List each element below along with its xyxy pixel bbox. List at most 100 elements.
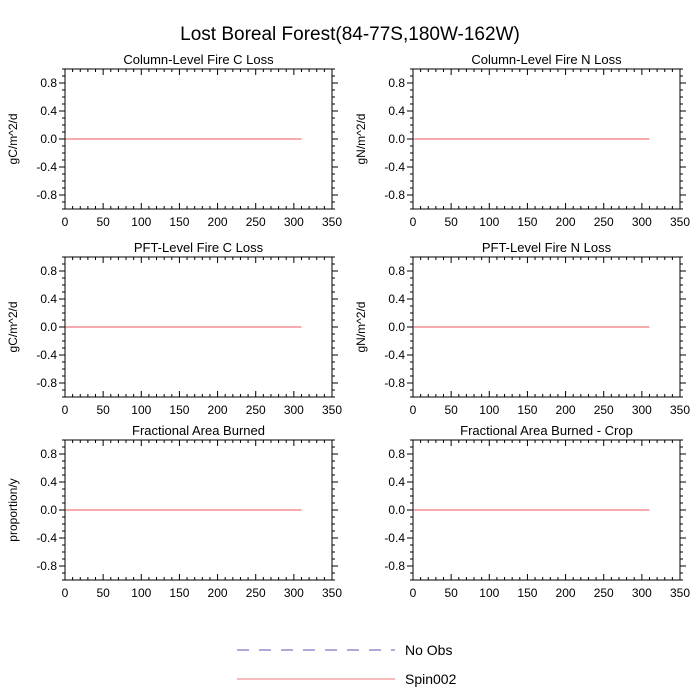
y-tick-label: 0.0 [388, 503, 405, 517]
x-tick-label: 100 [479, 586, 499, 600]
panel-2: Column-Level Fire N Loss 0 50 100 150 200 250 3… [354, 52, 690, 229]
x-tick-label: 0 [410, 586, 417, 600]
x-tick-label: 200 [208, 403, 228, 417]
y-tick-label: -0.4 [36, 348, 57, 362]
x-tick-label: 200 [556, 586, 576, 600]
y-tick-label: -0.4 [384, 160, 405, 174]
y-axis-label: gC/m^2/d [6, 114, 20, 165]
y-tick-label: -0.8 [36, 376, 57, 390]
panel-title: Column-Level Fire C Loss [123, 52, 274, 67]
y-tick-label: 0.0 [40, 132, 57, 146]
y-tick-label: 0.4 [40, 475, 57, 489]
x-tick-label: 50 [444, 586, 458, 600]
panel-title: PFT-Level Fire C Loss [134, 240, 264, 255]
panel-1: Column-Level Fire C Loss 0 50 100 150 200 250 3… [6, 52, 342, 229]
panel-5: Fractional Area Burned 0 50 100 150 200 250 300… [6, 423, 342, 600]
panel-title: Column-Level Fire N Loss [471, 52, 622, 67]
x-tick-label: 300 [632, 215, 652, 229]
panel-title: PFT-Level Fire N Loss [482, 240, 612, 255]
x-tick-label: 50 [444, 215, 458, 229]
x-tick-label: 300 [632, 586, 652, 600]
y-tick-label: -0.4 [384, 531, 405, 545]
x-tick-label: 200 [208, 215, 228, 229]
x-tick-label: 200 [208, 586, 228, 600]
y-axis-label: gN/m^2/d [354, 114, 368, 165]
x-tick-label: 300 [284, 586, 304, 600]
y-tick-label: 0.8 [388, 76, 405, 90]
x-tick-label: 350 [670, 215, 690, 229]
x-tick-label: 0 [62, 403, 69, 417]
x-tick-label: 350 [322, 586, 342, 600]
y-tick-label: 0.4 [40, 292, 57, 306]
y-tick-label: -0.4 [36, 531, 57, 545]
x-tick-label: 350 [670, 586, 690, 600]
x-tick-label: 0 [410, 403, 417, 417]
y-tick-label: 0.0 [388, 132, 405, 146]
legend-label: No Obs [405, 642, 452, 658]
y-tick-label: 0.8 [40, 76, 57, 90]
y-axis-label: gC/m^2/d [6, 302, 20, 353]
x-tick-label: 250 [246, 215, 266, 229]
panels: Column-Level Fire C Loss 0 50 100 150 200 250 3… [6, 52, 690, 600]
y-tick-label: 0.4 [388, 475, 405, 489]
panel-title: Fractional Area Burned [132, 423, 265, 438]
x-tick-label: 250 [594, 215, 614, 229]
y-tick-label: -0.8 [36, 559, 57, 573]
x-tick-label: 350 [322, 215, 342, 229]
y-tick-label: 0.8 [388, 447, 405, 461]
y-tick-label: 0.4 [40, 104, 57, 118]
x-tick-label: 50 [96, 586, 110, 600]
legend-label: Spin002 [405, 671, 457, 687]
y-tick-label: -0.8 [384, 188, 405, 202]
x-tick-label: 150 [517, 586, 537, 600]
x-tick-label: 200 [556, 215, 576, 229]
x-tick-label: 150 [517, 403, 537, 417]
x-tick-label: 100 [131, 403, 151, 417]
x-tick-label: 350 [322, 403, 342, 417]
x-tick-label: 100 [479, 403, 499, 417]
x-tick-label: 0 [410, 215, 417, 229]
x-tick-label: 150 [169, 215, 189, 229]
figure-title: Lost Boreal Forest(84-77S,180W-162W) [180, 24, 520, 45]
y-tick-label: -0.4 [36, 160, 57, 174]
panel-4: PFT-Level Fire N Loss 0 50 100 150 200 250 300 3… [354, 240, 690, 417]
y-tick-label: -0.8 [36, 188, 57, 202]
x-tick-label: 50 [444, 403, 458, 417]
x-tick-label: 250 [594, 403, 614, 417]
x-tick-label: 300 [284, 403, 304, 417]
y-axis-label: gN/m^2/d [354, 302, 368, 353]
y-tick-label: 0.8 [40, 447, 57, 461]
y-tick-label: -0.8 [384, 376, 405, 390]
x-tick-label: 250 [246, 403, 266, 417]
y-tick-label: 0.4 [388, 292, 405, 306]
x-tick-label: 0 [62, 586, 69, 600]
panel-title: Fractional Area Burned - Crop [460, 423, 633, 438]
x-tick-label: 300 [284, 215, 304, 229]
x-tick-label: 50 [96, 403, 110, 417]
x-tick-label: 350 [670, 403, 690, 417]
x-tick-label: 250 [246, 586, 266, 600]
x-tick-label: 0 [62, 215, 69, 229]
y-tick-label: -0.4 [384, 348, 405, 362]
x-tick-label: 150 [517, 215, 537, 229]
y-tick-label: 0.0 [388, 320, 405, 334]
y-tick-label: 0.8 [388, 264, 405, 278]
x-tick-label: 200 [556, 403, 576, 417]
y-tick-label: 0.8 [40, 264, 57, 278]
panel-3: PFT-Level Fire C Loss 0 50 100 150 200 250 300 3… [6, 240, 342, 417]
legend: No Obs Spin002 [237, 642, 457, 687]
x-tick-label: 300 [632, 403, 652, 417]
y-tick-label: -0.8 [384, 559, 405, 573]
x-tick-label: 150 [169, 586, 189, 600]
y-axis-label: proportion/y [6, 478, 20, 541]
x-tick-label: 250 [594, 586, 614, 600]
y-tick-label: 0.4 [388, 104, 405, 118]
x-tick-label: 100 [131, 215, 151, 229]
y-tick-label: 0.0 [40, 320, 57, 334]
x-tick-label: 100 [131, 586, 151, 600]
x-tick-label: 50 [96, 215, 110, 229]
x-tick-label: 150 [169, 403, 189, 417]
x-tick-label: 100 [479, 215, 499, 229]
panel-6: Fractional Area Burned - Crop 0 50 100 150 20… [384, 423, 690, 600]
